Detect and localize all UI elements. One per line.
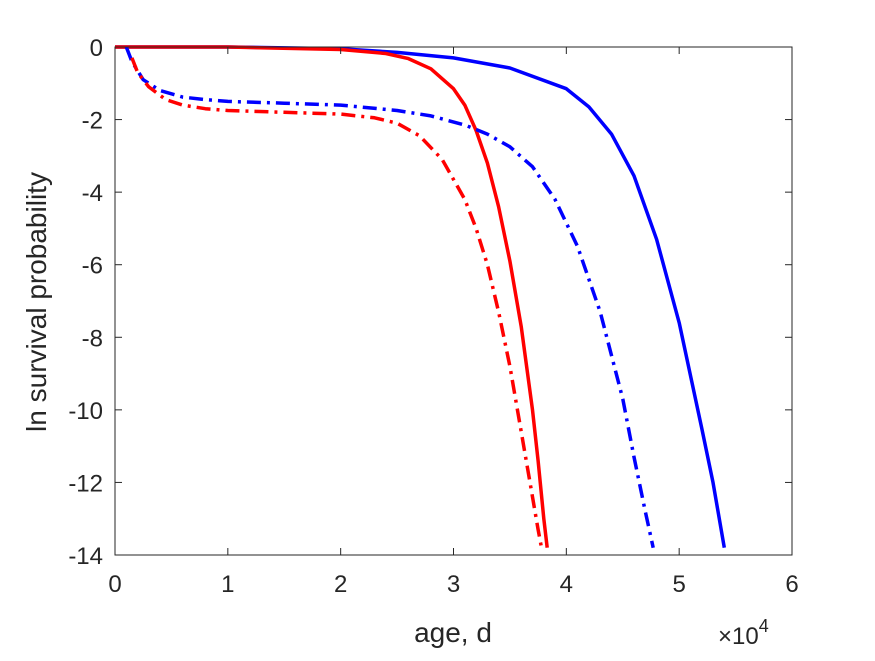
x-tick-label: 2 [334,571,347,598]
x-exponent-multiplier: × [718,623,732,650]
x-tick-label: 0 [108,571,121,598]
x-tick-label: 6 [785,571,798,598]
series-line-4 [130,57,544,549]
y-tick-label: -4 [82,180,103,207]
x-tick-label: 1 [221,571,234,598]
x-axis-title: age, d [414,617,492,648]
x-exponent-power: 4 [759,616,769,636]
y-tick-label: 0 [90,35,103,62]
y-axis-title: ln survival probability [21,172,52,432]
y-tick-label: -12 [68,470,103,497]
y-tick-label: -14 [68,543,103,570]
x-exponent-base: 10 [732,623,759,650]
x-axis-exponent: ×104 [718,616,769,650]
x-tick-label: 5 [672,571,685,598]
y-tick-label: -6 [82,253,103,280]
y-tick-label: -2 [82,108,103,135]
series-layer [115,45,727,549]
y-tick-label: -8 [82,325,103,352]
series-line-3 [124,46,655,549]
y-tick-label: -10 [68,398,103,425]
x-tick-label: 4 [560,571,573,598]
x-tick-label: 3 [447,571,460,598]
plot-area [115,47,792,555]
tick-layer: 0 1 2 3 4 5 6 0 -2 -4 -6 -8 -10 -12 -14 [68,35,798,598]
